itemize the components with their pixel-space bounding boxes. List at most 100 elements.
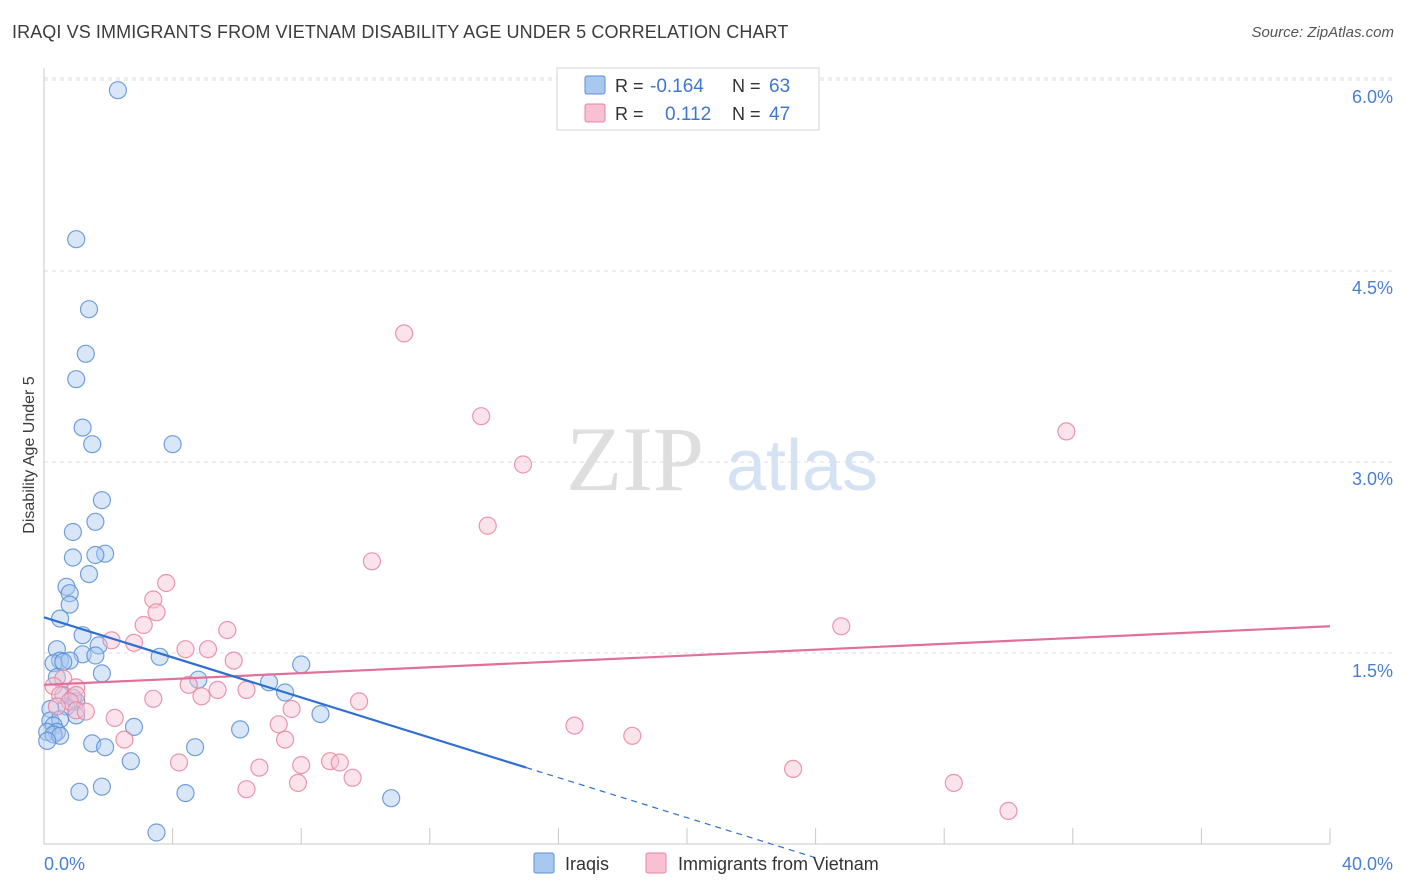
iraqis-point-53 — [95, 738, 115, 757]
iraqis-point-13 — [63, 548, 83, 567]
iraqis-point-4 — [67, 370, 86, 389]
iraqis-point-59 — [382, 789, 401, 808]
vietnam-point-14 — [176, 640, 195, 659]
vietnam-point-9 — [134, 615, 153, 635]
iraqis-point-58 — [176, 783, 195, 803]
iraqis-point-29 — [292, 655, 311, 674]
vietnam-point-40 — [169, 753, 189, 772]
vietnam-point-48 — [288, 773, 308, 793]
y-tick-label-3-0: 3.0% — [1352, 469, 1393, 489]
legend-n-value-vietnam: 47 — [769, 104, 790, 125]
vietnam-point-24 — [67, 685, 86, 705]
watermark-atlas: atlas — [726, 426, 878, 506]
iraqis-point-56 — [92, 777, 112, 796]
iraqis-point-27 — [44, 654, 63, 673]
trend-line-vietnam — [43, 625, 1331, 686]
vietnam-point-26 — [192, 687, 211, 706]
legend-n-label-vietnam: N = — [732, 104, 761, 124]
vietnam-point-39 — [321, 752, 340, 771]
series-legend-label-iraqis: Iraqis — [565, 854, 609, 874]
series-legend-swatch-iraqis — [533, 852, 555, 874]
vietnam-point-1 — [472, 407, 491, 426]
vietnam-point-44 — [783, 759, 803, 779]
y-tick-label-4-5: 4.5% — [1352, 278, 1393, 298]
legend-r-label-vietnam: R = — [615, 104, 644, 124]
vietnam-point-20 — [179, 675, 198, 694]
iraqis-point-0 — [108, 81, 128, 100]
iraqis-point-5 — [73, 418, 92, 437]
iraqis-point-23 — [86, 646, 105, 665]
iraqis-point-17 — [60, 595, 79, 614]
iraqis-point-6 — [83, 435, 102, 454]
iraqis-point-54 — [186, 738, 205, 757]
vietnam-point-45 — [343, 768, 362, 787]
trend-line-iraqis — [43, 616, 527, 769]
legend-n-value-iraqis: 63 — [769, 76, 790, 97]
vietnam-point-16 — [224, 651, 243, 670]
iraqis-point-60 — [147, 823, 166, 842]
legend-r-value-vietnam: 0.112 — [665, 104, 711, 125]
vietnam-point-11 — [218, 620, 237, 640]
vietnam-point-37 — [115, 730, 134, 749]
vietnam-point-32 — [76, 702, 95, 721]
vietnam-point-22 — [208, 680, 227, 700]
chart-title: IRAQI VS IMMIGRANTS FROM VIETNAM DISABIL… — [12, 22, 789, 42]
series-legend: Iraqis Immigrants from Vietnam — [533, 852, 879, 874]
iraqis-point-8 — [92, 491, 112, 510]
vietnam-point-47 — [237, 780, 256, 799]
legend-swatch-vietnam — [584, 103, 606, 123]
vietnam-point-21 — [237, 680, 256, 700]
iraqis-point-41 — [311, 704, 330, 724]
vietnam-point-33 — [105, 708, 124, 728]
vietnam-point-29 — [47, 697, 67, 716]
correlation-legend: R = -0.164 N = 63 R = 0.112 N = 47 — [556, 67, 820, 131]
vietnam-point-38 — [276, 730, 295, 749]
iraqis-point-10 — [63, 522, 83, 542]
iraqis-point-57 — [70, 782, 89, 801]
vietnam-point-34 — [269, 715, 288, 734]
iraqis-point-28 — [54, 652, 73, 672]
series-immigrants-from-vietnam — [44, 324, 1076, 821]
chart-source: Source: ZipAtlas.com — [1251, 24, 1394, 41]
vietnam-point-30 — [282, 699, 301, 719]
vietnam-point-6 — [157, 573, 176, 593]
y-tick-label-6-0: 6.0% — [1352, 87, 1393, 107]
vietnam-point-42 — [250, 758, 269, 777]
iraqis-point-14 — [79, 564, 99, 584]
vietnam-point-28 — [350, 692, 369, 711]
legend-swatch-iraqis — [584, 75, 606, 95]
vietnam-point-2 — [1057, 422, 1076, 441]
vietnam-point-18 — [44, 676, 63, 696]
y-axis-label: Disability Age Under 5 — [21, 376, 38, 534]
y-tick-label-1-5: 1.5% — [1352, 661, 1393, 681]
vietnam-point-43 — [292, 755, 311, 775]
legend-r-value-iraqis: -0.164 — [650, 76, 704, 97]
vietnam-point-36 — [623, 726, 642, 745]
vietnam-point-4 — [478, 516, 497, 535]
series-legend-label-vietnam: Immigrants from Vietnam — [678, 854, 879, 874]
vietnam-point-25 — [144, 689, 163, 708]
series-legend-swatch-vietnam — [645, 852, 667, 874]
vietnam-point-5 — [362, 552, 381, 571]
iraqis-point-1 — [67, 230, 86, 249]
legend-n-label-iraqis: N = — [732, 76, 761, 96]
iraqis-point-51 — [38, 731, 57, 751]
iraqis-point-55 — [121, 752, 140, 771]
vietnam-point-31 — [67, 701, 86, 720]
iraqis-point-9 — [86, 512, 105, 531]
vietnam-point-46 — [944, 773, 963, 793]
vietnam-point-49 — [999, 801, 1018, 821]
x-tick-label-max: 40.0% — [1342, 854, 1393, 874]
vietnam-point-10 — [832, 617, 851, 636]
vietnam-point-8 — [147, 603, 166, 622]
iraqis-point-12 — [86, 545, 105, 565]
vietnam-point-15 — [198, 640, 218, 659]
vietnam-point-23 — [50, 685, 70, 705]
trend-lines — [43, 616, 1331, 859]
watermark-zip: ZIP — [566, 408, 704, 510]
iraqis-point-3 — [76, 344, 95, 363]
vietnam-point-3 — [513, 455, 533, 474]
iraqis-point-2 — [79, 300, 99, 319]
series-iraqis — [38, 81, 401, 842]
